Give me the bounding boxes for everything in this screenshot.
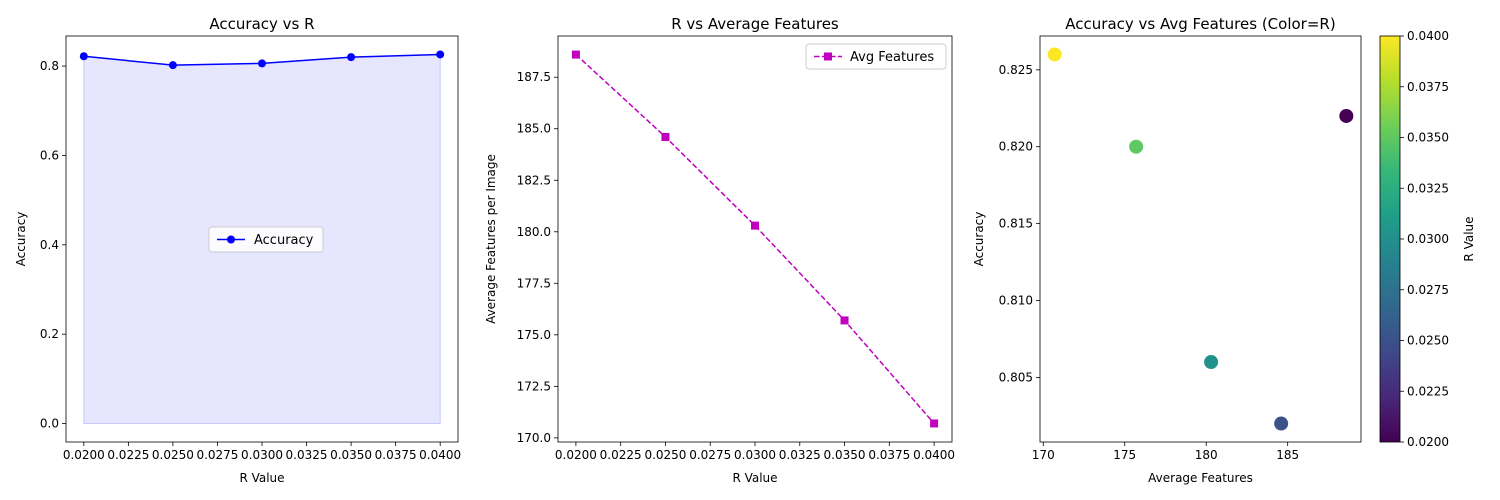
x-axis-label: R Value <box>732 471 777 485</box>
x-tick-label: 0.0250 <box>644 448 686 462</box>
x-tick-label: 0.0400 <box>913 448 955 462</box>
chart-title: Accuracy vs R <box>209 15 314 33</box>
accuracy-point <box>168 61 177 70</box>
colorbar-tick-label: 0.0300 <box>1407 232 1449 246</box>
avg-features-point <box>930 419 939 428</box>
colorbar-scale <box>1379 35 1401 443</box>
y-tick-label: 172.5 <box>517 379 551 393</box>
colorbar-tick-label: 0.0200 <box>1407 435 1449 449</box>
legend-marker-avg-features <box>824 52 832 61</box>
x-tick-label: 170 <box>1032 448 1055 462</box>
x-tick-label: 180 <box>1195 448 1218 462</box>
scatter-point <box>1204 355 1219 370</box>
avg-features-point <box>751 221 759 230</box>
scatter-point <box>1339 108 1354 123</box>
y-axis-label: Accuracy <box>14 212 28 267</box>
colorbar-tick-label: 0.0350 <box>1407 131 1449 145</box>
x-tick-label: 0.0300 <box>734 448 776 462</box>
accuracy-point <box>436 50 445 59</box>
colorbar: 0.0200 0.0225 0.0250 0.0275 0.0300 0.0325 0.03… <box>1379 29 1476 449</box>
x-tick-label: 0.0225 <box>107 448 149 462</box>
x-tick-label: 175 <box>1113 448 1136 462</box>
y-tick-label: 0.820 <box>999 140 1033 154</box>
scatter-point <box>1047 47 1062 62</box>
x-tick-label: 0.0375 <box>868 448 910 462</box>
x-tick-label: 0.0325 <box>779 448 821 462</box>
x-axis-label: Average Features <box>1148 471 1253 485</box>
y-tick-label: 0.8 <box>40 59 59 73</box>
avg-features-point <box>840 316 849 325</box>
scatter-point <box>1129 139 1144 154</box>
accuracy-point <box>347 53 356 62</box>
colorbar-tick-label: 0.0325 <box>1407 181 1449 195</box>
y-tick-label: 170.0 <box>517 431 551 445</box>
x-tick-label: 0.0275 <box>196 448 238 462</box>
y-tick-label: 0.825 <box>999 63 1033 77</box>
x-tick-label: 0.0325 <box>286 448 328 462</box>
x-tick-label: 0.0375 <box>375 448 417 462</box>
chart-r-vs-avg-features: 0.0200 0.0225 0.0250 0.0275 0.0300 0.0325 0.03… <box>484 15 955 485</box>
chart-title: Accuracy vs Avg Features (Color=R) <box>1065 15 1335 33</box>
y-tick-label: 0.810 <box>999 294 1033 308</box>
y-axis-label: Accuracy <box>972 212 986 267</box>
axes-frame <box>65 35 459 443</box>
y-tick-label: 0.0 <box>40 417 59 431</box>
colorbar-tick-label: 0.0375 <box>1407 80 1449 94</box>
x-tick-label: 0.0200 <box>63 448 105 462</box>
x-tick-label: 0.0275 <box>689 448 731 462</box>
y-tick-label: 0.815 <box>999 217 1033 231</box>
x-tick-label: 0.0350 <box>824 448 866 462</box>
x-tick-label: 0.0350 <box>330 448 372 462</box>
accuracy-point <box>79 52 88 61</box>
colorbar-tick-label: 0.0275 <box>1407 283 1449 297</box>
legend-box <box>208 226 324 253</box>
y-tick-label: 175.0 <box>517 328 551 342</box>
legend-box <box>805 43 947 70</box>
x-tick-label: 0.0225 <box>600 448 642 462</box>
colorbar-tick-label: 0.0250 <box>1407 334 1449 348</box>
legend-label-avg-features: Avg Features <box>850 50 934 65</box>
x-tick-label: 0.0300 <box>241 448 283 462</box>
y-tick-label: 187.5 <box>517 70 551 84</box>
x-tick-label: 0.0400 <box>419 448 461 462</box>
legend-label-accuracy: Accuracy <box>254 233 314 248</box>
y-tick-label: 180.0 <box>517 225 551 239</box>
chart-accuracy-vs-avg-features: 170 175 180 185 0.805 0.810 0.815 0.820 0.825 Acc… <box>972 15 1362 485</box>
y-tick-label: 185.0 <box>517 122 551 136</box>
accuracy-point <box>258 59 266 68</box>
y-tick-label: 0.4 <box>40 238 59 252</box>
avg-features-point <box>661 132 670 141</box>
x-axis-label: R Value <box>239 471 284 485</box>
axes-frame <box>1039 35 1362 443</box>
y-tick-label: 0.2 <box>40 327 59 341</box>
x-tick-label: 0.0250 <box>152 448 194 462</box>
legend-marker-accuracy <box>227 235 235 244</box>
y-axis-label: Average Features per Image <box>484 154 498 324</box>
x-tick-label: 0.0200 <box>555 448 597 462</box>
chart-accuracy-vs-r: 0.0200 0.0225 0.0250 0.0275 0.0300 0.0325 0.03… <box>14 15 461 485</box>
y-tick-label: 0.6 <box>40 148 59 162</box>
avg-features-series-line <box>575 53 935 424</box>
colorbar-tick-label: 0.0225 <box>1407 384 1449 398</box>
y-tick-label: 177.5 <box>517 276 551 290</box>
colorbar-label: R Value <box>1462 216 1476 261</box>
colorbar-tick-label: 0.0400 <box>1407 29 1449 43</box>
axes-frame <box>557 35 953 443</box>
y-tick-label: 182.5 <box>517 173 551 187</box>
chart-title: R vs Average Features <box>671 15 839 33</box>
x-tick-label: 185 <box>1276 448 1299 462</box>
y-tick-label: 0.805 <box>999 370 1033 384</box>
avg-features-point <box>571 50 580 59</box>
scatter-point <box>1274 416 1289 431</box>
